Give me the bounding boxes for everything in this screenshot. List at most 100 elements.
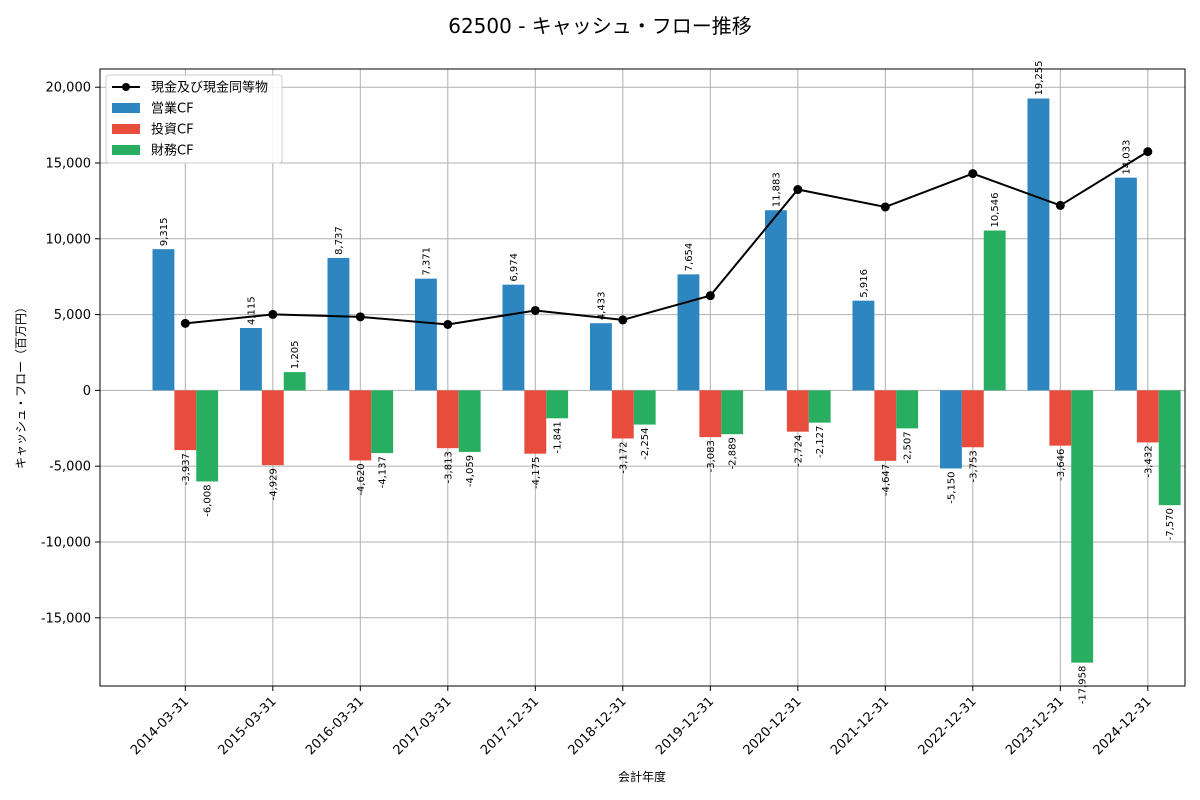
y-tick-label: 15,000 (46, 156, 92, 171)
data-label: 4,433 (596, 292, 607, 321)
bar: 財務CF 2019-12-31: -2,889 (721, 390, 744, 435)
data-label: 14,033 (1121, 140, 1132, 175)
data-label: 19,255 (1034, 60, 1045, 95)
x-tick-label: 2020-12-31 (741, 694, 805, 758)
legend-bar-swatch (112, 124, 140, 134)
bar: 営業CF 2017-03-31: 7,371 (415, 278, 437, 391)
bar: 財務CF 2023-12-31: -17,958 (1071, 390, 1094, 663)
data-label: 10,546 (990, 193, 1001, 228)
cash-balance-point (180, 318, 190, 328)
x-tick-label: 2014-03-31 (128, 694, 192, 758)
data-label: -4,175 (531, 457, 542, 489)
y-tick-label: -15,000 (41, 611, 91, 626)
cash-balance-point (705, 291, 715, 301)
x-tick-label: 2019-12-31 (653, 694, 717, 758)
bar: 財務CF 2018-12-31: -2,254 (633, 390, 656, 425)
data-label: 8,737 (334, 226, 345, 255)
x-tick-label: 2022-12-31 (916, 694, 980, 758)
data-label: 11,883 (771, 172, 782, 207)
x-tick-label: 2017-03-31 (391, 694, 455, 758)
bar: 営業CF 2015-03-31: 4,115 (240, 328, 262, 391)
data-label: -2,127 (815, 426, 826, 458)
data-label: -6,008 (203, 484, 214, 516)
data-label: 7,371 (421, 247, 432, 276)
bar: 財務CF 2015-03-31: 1,205 (283, 372, 306, 391)
bar: 財務CF 2016-03-31: -4,137 (371, 390, 394, 454)
data-label: -4,620 (356, 463, 367, 495)
y-tick-label: 5,000 (54, 308, 91, 323)
bar: 投資CF 2023-12-31: -3,646 (1049, 390, 1072, 446)
bar: 財務CF 2022-12-31: 10,546 (983, 230, 1006, 391)
bar: 投資CF 2018-12-31: -3,172 (611, 390, 634, 439)
data-label: -3,753 (968, 450, 979, 482)
data-label: 1,205 (290, 340, 301, 369)
y-tick-label: -5,000 (49, 460, 91, 475)
cash-balance-point (1143, 147, 1153, 157)
bar: 財務CF 2017-03-31: -4,059 (458, 390, 481, 452)
cash-balance-point (793, 185, 803, 195)
cash-balance-point (968, 169, 978, 179)
bar: 財務CF 2017-12-31: -1,841 (546, 390, 569, 419)
data-label: -4,929 (268, 468, 279, 500)
data-label: -3,432 (1143, 445, 1154, 477)
bar: 投資CF 2019-12-31: -3,083 (699, 390, 722, 438)
bar: 営業CF 2020-12-31: 11,883 (765, 210, 787, 391)
legend-label: 財務CF (151, 144, 194, 159)
legend-box (105, 74, 283, 164)
cash-balance-point (268, 309, 278, 319)
data-label: 4,115 (246, 296, 257, 325)
y-axis-ticks: -15,000 -10,000 -5,000 0 5,000 10,000 15,000 20… (41, 81, 100, 626)
data-label: -5,150 (946, 471, 957, 503)
legend-bar-swatch (112, 103, 140, 113)
y-tick-label: 10,000 (46, 232, 92, 247)
data-label: -1,841 (553, 421, 564, 453)
data-label: -17,958 (1078, 666, 1089, 705)
bar: 財務CF 2020-12-31: -2,127 (808, 390, 831, 423)
bar: 財務CF 2024-12-31: -7,570 (1158, 390, 1181, 506)
data-label: -3,172 (618, 441, 629, 473)
cash-balance-point (443, 319, 453, 329)
x-tick-label: 2015-03-31 (216, 694, 280, 758)
data-label: -4,647 (881, 464, 892, 496)
data-label: -3,646 (1056, 449, 1067, 481)
cash-balance-line (185, 150, 1149, 326)
bar: 投資CF 2014-03-31: -3,937 (174, 390, 197, 451)
data-label: -3,083 (706, 440, 717, 472)
x-tick-label: 2024-12-31 (1091, 694, 1155, 758)
cash-balance-point (880, 202, 890, 212)
cash-balance-point (618, 315, 628, 325)
data-label: -2,507 (903, 431, 914, 463)
x-tick-label: 2023-12-31 (1003, 694, 1067, 758)
bar: 投資CF 2017-03-31: -3,813 (436, 390, 459, 449)
data-label: -3,813 (443, 451, 454, 483)
data-label: -7,570 (1165, 508, 1176, 540)
cash-balance-point (355, 312, 365, 322)
data-label: 9,315 (159, 218, 170, 247)
x-axis-ticks: 2014-03-31 2015-03-31 2016-03-31 2017-03-31… (128, 686, 1155, 758)
y-tick-label: 0 (83, 384, 91, 399)
legend-bar-swatch (112, 145, 140, 155)
bar: 投資CF 2015-03-31: -4,929 (261, 390, 284, 466)
data-label: -4,137 (378, 456, 389, 488)
x-tick-label: 2016-03-31 (303, 694, 367, 758)
y-tick-label: 20,000 (46, 81, 92, 96)
legend-marker (122, 83, 130, 91)
data-label: 5,916 (859, 269, 870, 298)
x-tick-label: 2017-12-31 (478, 694, 542, 758)
x-tick-label: 2021-12-31 (828, 694, 892, 758)
data-label: -2,889 (728, 437, 739, 469)
cash-balance-point (530, 305, 540, 315)
data-label: -2,724 (793, 435, 804, 467)
bar: 財務CF 2021-12-31: -2,507 (896, 390, 919, 429)
bar: 投資CF 2024-12-31: -3,432 (1136, 390, 1159, 443)
plot-frame (99, 68, 1186, 687)
data-label: 7,654 (684, 243, 695, 272)
chart-title: 62500 - キャッシュ・フロー推移 (448, 14, 752, 38)
data-labels-layer: 9,315 4,115 8,737 7,371 6,974 4,433 7,654 11,88… (159, 60, 1176, 704)
x-axis-label: 会計年度 (618, 769, 666, 784)
data-label: -4,059 (465, 455, 476, 487)
bar: 投資CF 2020-12-31: -2,724 (786, 390, 809, 432)
bar: 営業CF 2024-12-31: 14,033 (1115, 177, 1137, 391)
